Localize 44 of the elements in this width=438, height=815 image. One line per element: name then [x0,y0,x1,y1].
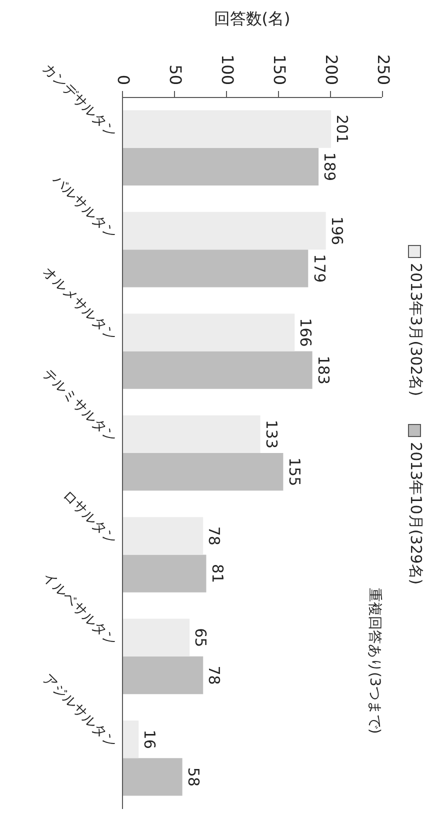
data-label: 196 [328,216,346,246]
bar [122,351,312,389]
x-axis-title: 回答数(名) [214,9,290,28]
data-label: 133 [262,420,280,449]
bar [122,517,204,555]
y-tick-label: バルサルタン [48,172,120,243]
x-tick-label: 200 [322,54,341,85]
legend-label: 2013年10月(329名) [407,442,426,585]
x-tick-label: 250 [374,54,393,85]
bar [122,415,260,453]
x-tick-label: 100 [218,54,237,85]
bar [122,314,295,352]
x-tick-label: 150 [270,54,289,85]
data-label: 78 [205,666,224,685]
y-tick-label: ロサルタン [59,487,120,548]
data-label: 179 [310,254,328,283]
y-tick-label: テルミサルタン [39,366,120,446]
data-label: 201 [333,114,352,144]
bar [122,250,308,288]
data-label: 65 [192,628,210,648]
bar [122,554,206,592]
bar [122,720,139,758]
data-label: 81 [208,564,226,584]
x-tick-label: 0 [114,74,133,85]
y-tick-label: オルメサルタン [39,264,120,345]
data-label: 58 [184,767,202,787]
bar [122,758,182,796]
data-label: 183 [314,356,332,384]
bar [122,656,204,694]
data-label: 16 [140,730,159,749]
data-label: 155 [285,457,304,486]
bar [122,212,326,250]
annotation: 重複回答あり(3つまで) [366,588,382,734]
y-tick-label: イルベサルタン [39,569,120,650]
data-label: 166 [296,318,315,347]
bar [122,618,190,656]
data-label: 189 [320,152,339,181]
legend-label: 2013年3月(302名) [407,263,426,396]
bar [122,453,284,491]
data-label: 78 [205,526,224,546]
bar [122,110,332,148]
bar [122,148,319,186]
y-tick-label: アジルサルタン [39,670,120,752]
x-tick-label: 50 [166,64,185,85]
